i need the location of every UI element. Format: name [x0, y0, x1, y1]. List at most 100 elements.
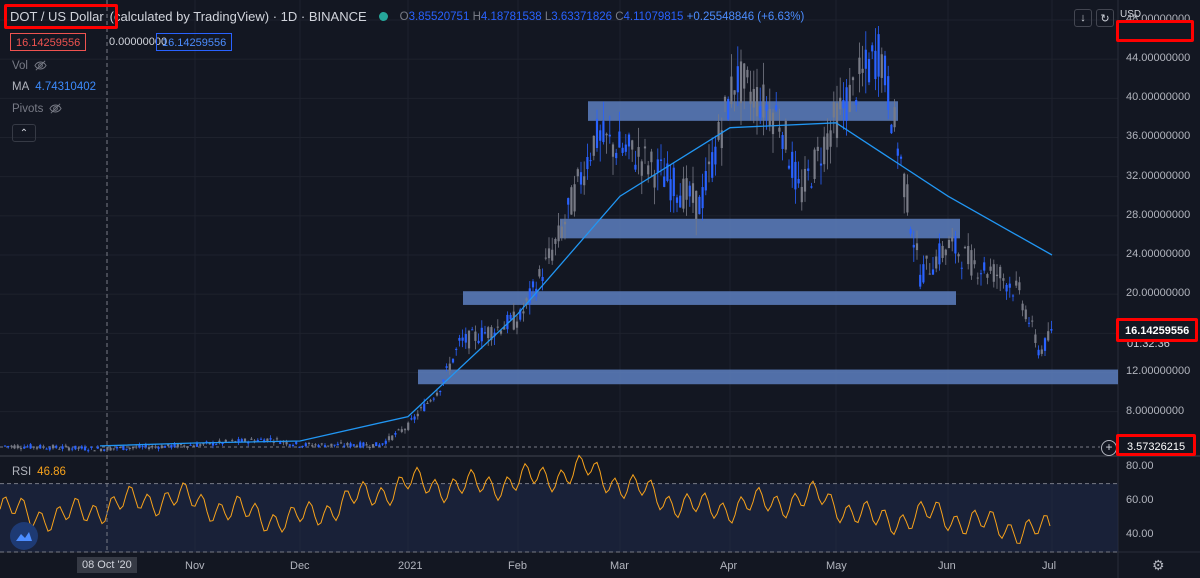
candle-body	[266, 438, 269, 442]
candle-body	[877, 34, 880, 77]
add-plus-button[interactable]: +	[1101, 440, 1117, 456]
candle-body	[525, 298, 528, 301]
candle-body	[557, 225, 560, 242]
candle-body	[285, 441, 288, 445]
candle-body	[109, 447, 112, 451]
candle-body	[999, 266, 1002, 279]
currency-label[interactable]: USD	[1120, 9, 1142, 20]
candle-body	[515, 321, 519, 328]
candle-body	[352, 444, 355, 446]
candle-body	[317, 444, 320, 448]
candle-body	[365, 444, 368, 446]
download-button[interactable]: ↓	[1074, 9, 1092, 27]
candle-body	[1027, 322, 1031, 324]
candle-body	[157, 447, 160, 449]
tradingview-logo[interactable]	[10, 522, 38, 550]
candle-body	[995, 274, 999, 277]
candle-body	[618, 131, 621, 148]
candle-body	[835, 103, 839, 139]
candle-body	[816, 146, 819, 151]
collapse-legend-button[interactable]: ⌃	[12, 124, 36, 142]
price-axis-label: 20.00000000	[1126, 287, 1191, 300]
price-zone[interactable]	[418, 369, 1118, 385]
candle-body	[455, 348, 458, 350]
candle-body	[544, 257, 547, 259]
candle-body	[1040, 349, 1043, 354]
candle-body	[343, 445, 346, 447]
candle-body	[330, 443, 333, 446]
candle-body	[1005, 284, 1008, 292]
candle-body	[183, 445, 186, 447]
candle-body	[96, 447, 99, 449]
candle-body	[394, 432, 397, 435]
candle-body	[1008, 283, 1011, 288]
candle-body	[122, 445, 125, 451]
rsi-legend[interactable]: RSI 46.86	[12, 466, 66, 478]
time-axis-label: Jul	[1042, 560, 1057, 572]
candle-body	[819, 163, 823, 166]
candle-body	[749, 91, 752, 104]
candle-body	[99, 448, 103, 452]
candle-body	[141, 446, 144, 448]
candle-body	[503, 327, 506, 330]
ma-indicator[interactable]: MA 4.74310402	[12, 81, 96, 93]
candle-body	[205, 441, 208, 443]
settings-gear-icon[interactable]: ⚙	[1152, 557, 1165, 573]
candle-body	[487, 327, 490, 339]
candle-body	[842, 99, 845, 109]
price-zone[interactable]	[560, 218, 960, 239]
candle-body	[605, 133, 608, 136]
candle-body	[279, 442, 282, 444]
candle-body	[826, 133, 829, 150]
candle-body	[698, 196, 701, 215]
candle-body	[797, 178, 800, 184]
candle-body	[301, 445, 304, 448]
candle-body	[467, 330, 471, 349]
candle-body	[1050, 329, 1053, 331]
candle-body	[711, 152, 714, 178]
candle-body	[746, 69, 749, 78]
candle-body	[103, 449, 106, 451]
candle-body	[368, 446, 371, 448]
candle-body	[570, 187, 573, 215]
candle-body	[839, 97, 842, 110]
candle-body	[861, 68, 864, 73]
volume-indicator[interactable]: Vol	[12, 59, 47, 72]
candle-body	[439, 390, 442, 393]
candle-body	[883, 55, 887, 86]
price-zone[interactable]	[588, 101, 898, 121]
eye-off-icon[interactable]	[34, 59, 47, 72]
candle-body	[506, 314, 509, 330]
candle-body	[189, 444, 192, 446]
price-axis-label: 32.00000000	[1126, 169, 1191, 182]
candle-body	[442, 379, 445, 382]
candle-body	[957, 254, 960, 257]
eye-off-icon[interactable]	[49, 102, 62, 115]
candle-body	[925, 255, 928, 259]
candle-body	[387, 436, 391, 441]
candle-body	[551, 249, 554, 261]
buy-price-box[interactable]: 16.14259556	[156, 33, 233, 51]
candle-body	[714, 146, 717, 165]
candle-body	[579, 172, 583, 185]
candle-body	[867, 58, 871, 83]
symbol-name[interactable]: DOT / US Dollar	[10, 9, 104, 24]
sell-price-box[interactable]: 16.14259556	[10, 33, 87, 51]
candle-body	[435, 392, 439, 396]
price-zone[interactable]	[463, 291, 956, 305]
candle-body	[954, 236, 957, 254]
price-axis-label: 12.00000000	[1126, 365, 1191, 378]
candle-body	[666, 163, 669, 181]
pivots-indicator[interactable]: Pivots	[12, 102, 62, 115]
candle-body	[403, 429, 407, 431]
candle-body	[362, 442, 365, 447]
refresh-button[interactable]: ↻	[1096, 9, 1114, 27]
candle-body	[400, 429, 403, 432]
candle-body	[576, 169, 579, 177]
candle-body	[138, 444, 141, 448]
candle-body	[410, 418, 413, 420]
candle-body	[202, 443, 205, 445]
highlight-symbol	[4, 4, 118, 29]
candle-body	[179, 443, 183, 446]
